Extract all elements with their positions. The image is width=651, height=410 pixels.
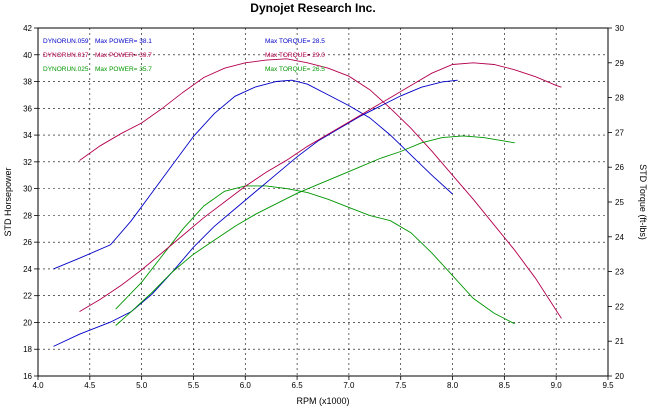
torque-line-dynorun-025 bbox=[115, 135, 515, 326]
y2-tick-label: 29 bbox=[615, 59, 624, 68]
axis-ticks: 4.0 4.5 5.0 5.5 6.0 6.5 7.0 7.5 8.0 8.5 9.0 9.5 16 18… bbox=[23, 24, 624, 390]
y2-tick-label: 26 bbox=[615, 163, 624, 172]
y-tick-label: 36 bbox=[23, 104, 32, 113]
y2-axis-label: STD Torque (ft-lbs) bbox=[638, 164, 648, 240]
y-tick-label: 38 bbox=[23, 78, 32, 87]
legend-run-name: DYNORUN.025 bbox=[43, 66, 89, 73]
y-tick-label: 34 bbox=[23, 131, 32, 140]
x-tick-label: 9.0 bbox=[551, 381, 563, 390]
chart-title: Dynojet Research Inc. bbox=[250, 1, 375, 15]
y-tick-label: 40 bbox=[23, 51, 32, 60]
legend-max-torque: Max TORQUE= 29.0 bbox=[265, 52, 325, 59]
power-line-dynorun-025 bbox=[115, 185, 515, 325]
y2-tick-label: 20 bbox=[615, 372, 624, 381]
x-tick-label: 6.5 bbox=[292, 381, 304, 390]
y-tick-label: 24 bbox=[23, 265, 32, 274]
y-tick-label: 32 bbox=[23, 158, 32, 167]
x-tick-label: 8.5 bbox=[499, 381, 511, 390]
x-tick-label: 7.5 bbox=[395, 381, 407, 390]
y2-tick-label: 22 bbox=[615, 302, 624, 311]
legend-run-name: DYNORUN.017 bbox=[43, 52, 89, 59]
y-tick-label: 18 bbox=[23, 345, 32, 354]
torque-line-dynorun-059 bbox=[53, 79, 458, 347]
y2-tick-label: 27 bbox=[615, 128, 624, 137]
legend: DYNORUN.059 Max POWER= 38.1 Max TORQUE= 28… bbox=[43, 38, 325, 73]
x-tick-label: 4.0 bbox=[32, 381, 44, 390]
x-tick-label: 7.0 bbox=[343, 381, 355, 390]
x-tick-label: 8.0 bbox=[447, 381, 459, 390]
x-tick-label: 6.0 bbox=[240, 381, 252, 390]
y2-tick-label: 23 bbox=[615, 268, 624, 277]
legend-run-name: DYNORUN.059 bbox=[43, 38, 89, 45]
y-tick-label: 42 bbox=[23, 24, 32, 33]
y2-tick-label: 25 bbox=[615, 198, 624, 207]
y-tick-label: 26 bbox=[23, 238, 32, 247]
y-axis-label: STD Horsepower bbox=[3, 167, 13, 236]
x-axis-label: RPM (x1000) bbox=[296, 396, 349, 406]
y-tick-label: 28 bbox=[23, 211, 32, 220]
y2-tick-label: 28 bbox=[615, 94, 624, 103]
grid-lines bbox=[38, 28, 608, 376]
torque-line-dynorun-017 bbox=[79, 62, 562, 312]
power-line-dynorun-059 bbox=[53, 79, 453, 270]
y-tick-label: 20 bbox=[23, 318, 32, 327]
legend-max-power: Max POWER= 39.7 bbox=[95, 52, 152, 59]
power-line-dynorun-017 bbox=[79, 58, 562, 319]
y-tick-label: 30 bbox=[23, 185, 32, 194]
y2-tick-label: 30 bbox=[615, 24, 624, 33]
x-tick-label: 5.5 bbox=[188, 381, 200, 390]
x-tick-label: 5.0 bbox=[136, 381, 148, 390]
series-lines bbox=[53, 58, 562, 347]
x-tick-label: 9.5 bbox=[602, 381, 614, 390]
legend-max-power: Max POWER= 35.7 bbox=[95, 66, 152, 73]
y2-tick-label: 24 bbox=[615, 233, 624, 242]
legend-max-torque: Max TORQUE= 26.5 bbox=[265, 66, 325, 73]
legend-max-torque: Max TORQUE= 28.5 bbox=[265, 38, 325, 45]
legend-max-power: Max POWER= 38.1 bbox=[95, 38, 152, 45]
y-tick-label: 16 bbox=[23, 372, 32, 381]
plot-frame bbox=[37, 27, 609, 377]
x-tick-label: 4.5 bbox=[84, 381, 96, 390]
y2-tick-label: 21 bbox=[615, 337, 624, 346]
y-tick-label: 22 bbox=[23, 292, 32, 301]
